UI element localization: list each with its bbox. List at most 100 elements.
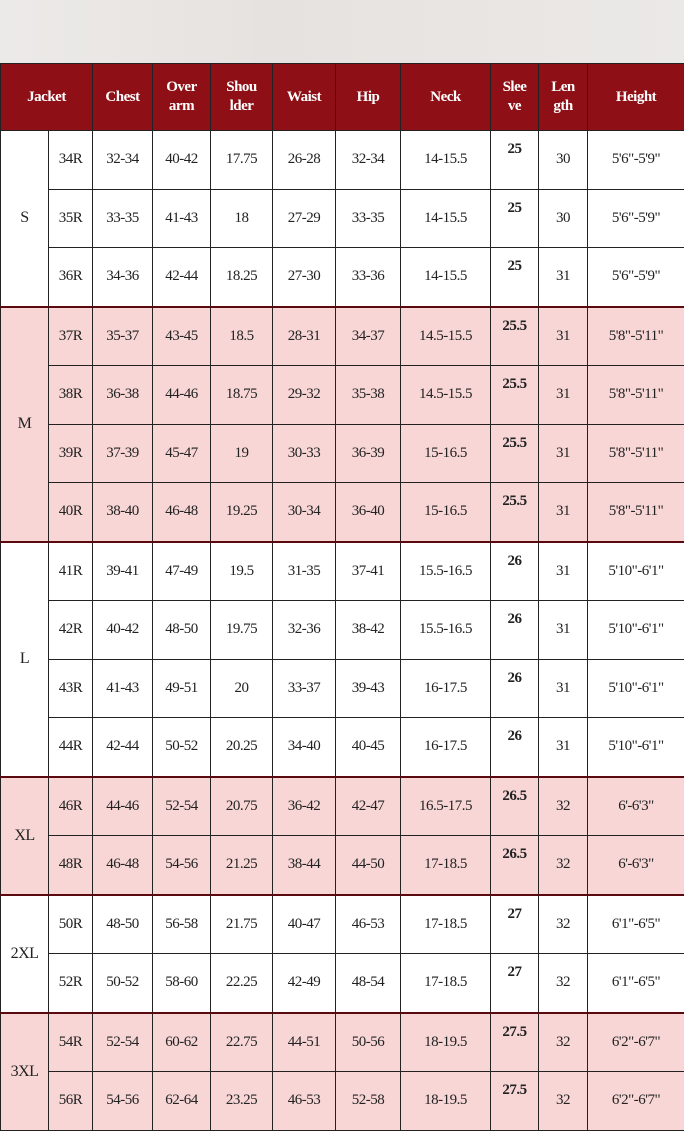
size-group-label: XL — [1, 777, 49, 895]
table-cell: 34-36 — [93, 248, 153, 307]
table-cell: 31 — [539, 424, 588, 483]
table-cell: 28-31 — [273, 307, 336, 366]
table-cell: 40-42 — [153, 131, 211, 190]
table-cell: 42-44 — [93, 718, 153, 777]
table-cell: 52-58 — [336, 1072, 401, 1131]
table-cell: 48-50 — [93, 895, 153, 954]
table-cell: 18.75 — [211, 366, 273, 425]
table-cell: 5'6"-5'9" — [588, 248, 684, 307]
table-cell: 19.75 — [211, 601, 273, 660]
table-cell: 26.5 — [491, 836, 539, 895]
table-cell: 38-44 — [273, 836, 336, 895]
column-header-text: arm — [169, 98, 194, 114]
table-cell: 17-18.5 — [401, 895, 491, 954]
table-cell: 30-33 — [273, 424, 336, 483]
table-cell: 54R — [49, 1013, 93, 1072]
table-cell: 16.5-17.5 — [401, 777, 491, 836]
table-cell: 31-35 — [273, 542, 336, 601]
table-cell: 5'10"-6'1" — [588, 542, 684, 601]
table-cell: 44-50 — [336, 836, 401, 895]
table-cell: 18 — [211, 189, 273, 248]
table-cell: 14-15.5 — [401, 189, 491, 248]
table-cell: 33-37 — [273, 659, 336, 718]
table-cell: 48-54 — [336, 954, 401, 1013]
table-cell: 33-35 — [336, 189, 401, 248]
table-cell: 30-34 — [273, 483, 336, 542]
table-cell: 21.25 — [211, 836, 273, 895]
column-header-text: Over — [166, 79, 196, 95]
table-cell: 21.75 — [211, 895, 273, 954]
table-cell: 27.5 — [491, 1072, 539, 1131]
table-cell: 43R — [49, 659, 93, 718]
table-cell: 17-18.5 — [401, 954, 491, 1013]
table-cell: 49-51 — [153, 659, 211, 718]
table-cell: 18-19.5 — [401, 1013, 491, 1072]
table-cell: 42-49 — [273, 954, 336, 1013]
table-cell: 31 — [539, 307, 588, 366]
table-cell: 26 — [491, 718, 539, 777]
table-cell: 39R — [49, 424, 93, 483]
table-cell: 25 — [491, 189, 539, 248]
table-cell: 36-38 — [93, 366, 153, 425]
table-cell: 19.25 — [211, 483, 273, 542]
table-cell: 34-40 — [273, 718, 336, 777]
table-cell: 33-36 — [336, 248, 401, 307]
table-cell: 6'2"-6'7" — [588, 1013, 684, 1072]
column-header: Hip — [336, 64, 401, 131]
table-cell: 16-17.5 — [401, 659, 491, 718]
table-cell: 6'2"-6'7" — [588, 1072, 684, 1131]
table-cell: 5'6"-5'9" — [588, 189, 684, 248]
table-cell: 38-42 — [336, 601, 401, 660]
column-header: Waist — [273, 64, 336, 131]
table-cell: 45-47 — [153, 424, 211, 483]
table-cell: 35-38 — [336, 366, 401, 425]
table-cell: 25.5 — [491, 307, 539, 366]
table-cell: 38-40 — [93, 483, 153, 542]
column-header: Chest — [93, 64, 153, 131]
table-cell: 26-28 — [273, 131, 336, 190]
table-cell: 15-16.5 — [401, 483, 491, 542]
table-cell: 39-41 — [93, 542, 153, 601]
table-cell: 27 — [491, 895, 539, 954]
table-cell: 31 — [539, 483, 588, 542]
table-cell: 19.5 — [211, 542, 273, 601]
table-cell: 44-46 — [93, 777, 153, 836]
table-cell: 32-34 — [93, 131, 153, 190]
table-cell: 6'1"-6'5" — [588, 954, 684, 1013]
size-group-label: L — [1, 542, 49, 777]
table-cell: 26.5 — [491, 777, 539, 836]
table-cell: 36R — [49, 248, 93, 307]
table-cell: 5'8"-5'11" — [588, 307, 684, 366]
column-header-text: gth — [553, 98, 572, 114]
table-cell: 32 — [539, 836, 588, 895]
table-cell: 56R — [49, 1072, 93, 1131]
table-cell: 20.75 — [211, 777, 273, 836]
table-cell: 38R — [49, 366, 93, 425]
table-cell: 5'8"-5'11" — [588, 483, 684, 542]
table-cell: 31 — [539, 366, 588, 425]
column-header-text: Hip — [357, 89, 380, 105]
column-header-text: Height — [616, 89, 656, 105]
table-cell: 56-58 — [153, 895, 211, 954]
table-cell: 26 — [491, 601, 539, 660]
table-cell: 46-53 — [273, 1072, 336, 1131]
table-cell: 6'-6'3" — [588, 836, 684, 895]
table-cell: 44R — [49, 718, 93, 777]
table-cell: 15-16.5 — [401, 424, 491, 483]
table-cell: 37-41 — [336, 542, 401, 601]
table-cell: 25.5 — [491, 424, 539, 483]
table-cell: 52-54 — [153, 777, 211, 836]
table-cell: 41-43 — [93, 659, 153, 718]
table-cell: 16-17.5 — [401, 718, 491, 777]
table-cell: 27 — [491, 954, 539, 1013]
table-cell: 25 — [491, 131, 539, 190]
